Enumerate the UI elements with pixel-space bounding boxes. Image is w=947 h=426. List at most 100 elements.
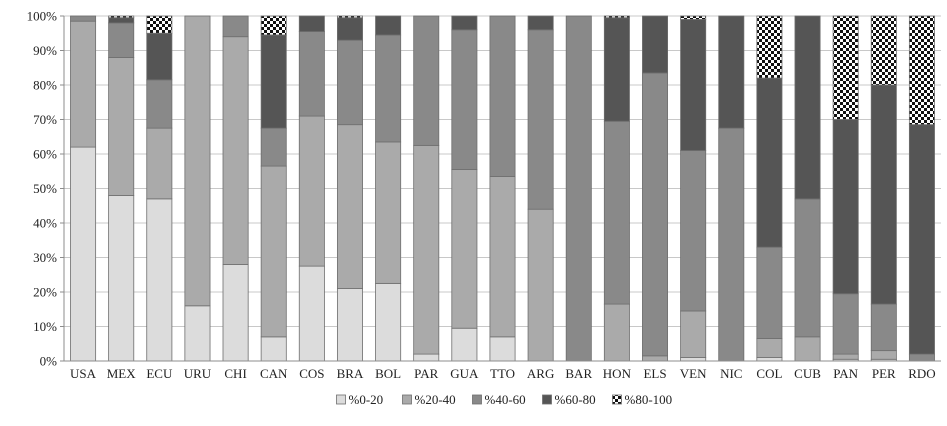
y-tick-label: 10% [33,319,57,334]
legend-label: %60-80 [555,392,596,407]
y-axis-tick-labels: 0% 10% 20% 30% 40% 50% 60% 70% 80% 90% 100% [27,9,58,369]
bar-segment [146,15,173,34]
bar-segment [260,165,287,338]
bar-segment [718,15,745,129]
axis-lines [60,15,941,362]
bar-segment [680,15,707,20]
bar-segment [260,336,287,362]
legend-label: %0-20 [349,392,384,407]
bar-segment [146,198,173,362]
bar-segment [413,15,440,146]
bar-segment [680,310,707,358]
bar-segment [908,353,935,362]
bar-segment [642,355,669,362]
x-category-label: ECU [146,366,173,381]
bar-segment [70,20,97,148]
bar-segment [908,15,935,126]
x-axis-category-labels: USA MEX ECU URU CHI CAN COS BRA BOL PAR GUA TTO ARG B… [70,366,936,381]
y-tick-label: 90% [33,43,57,58]
bar-segment [146,32,173,81]
bar-segment [489,15,516,177]
bar-segment [108,194,135,362]
bar-segment [565,15,592,362]
bar-segment [756,338,783,358]
bar-segment [451,169,478,329]
bar-segment [908,124,935,355]
y-tick-label: 50% [33,181,57,196]
bar-segment [451,29,478,170]
bar-segment [832,353,859,360]
y-tick-label: 20% [33,285,57,300]
bar-segment [375,34,402,143]
bar-segment [184,15,211,307]
bar-segment [336,17,363,41]
bar-segment [298,15,325,32]
bar-segment [336,39,363,126]
legend-label: %40-60 [485,392,526,407]
bar-segment [451,327,478,362]
bar-segment [108,57,135,196]
bar-segment [451,15,478,31]
y-tick-label: 40% [33,216,57,231]
bar-segments [70,15,935,362]
bar-segment [603,120,630,305]
x-category-label: CHI [224,366,246,381]
x-category-label: ELS [643,366,666,381]
bar-segment [832,15,859,120]
bar-segment [375,282,402,362]
y-tick-label: 100% [27,9,58,24]
x-category-label: HON [603,366,632,381]
bar-segment [375,141,402,284]
x-category-label: ARG [527,366,554,381]
legend-label: %20-40 [415,392,456,407]
bar-segment [832,293,859,355]
bar-segment [146,127,173,200]
bar-segment [222,15,249,38]
bar-segment [222,36,249,265]
x-category-label: URU [184,366,212,381]
bar-segment [336,124,363,289]
bar-segment [108,17,135,24]
x-category-label: USA [70,366,97,381]
y-tick-label: 30% [33,250,57,265]
bar-segment [108,15,135,19]
bar-segment [413,144,440,355]
bar-segment [603,17,630,122]
bar-segment [298,265,325,362]
x-category-label: PER [872,366,896,381]
legend-swatch [402,394,412,405]
bar-segment [642,72,669,357]
bar-segment [260,15,287,36]
bar-segment [642,15,669,74]
bar-segment [298,31,325,117]
bar-segment [489,336,516,362]
bar-segment [794,198,821,338]
bar-segment [756,246,783,339]
bar-segment [794,15,821,200]
bar-segment [108,22,135,58]
bar-segment [222,263,249,362]
bar-segment [489,176,516,338]
legend-swatch [542,394,552,405]
bar-segment [413,353,440,362]
bar-segment [375,15,402,36]
bar-segment [603,15,630,19]
x-category-label: PAR [414,366,438,381]
x-category-label: CAN [260,366,288,381]
bar-segment [336,15,363,19]
y-tick-label: 0% [40,354,58,369]
bar-segment [756,77,783,248]
bar-segment [527,29,554,210]
legend-swatch [612,394,622,405]
bar-segment [756,357,783,362]
bar-segment [146,79,173,129]
x-category-label: TTO [490,366,515,381]
x-category-label: NIC [720,366,742,381]
x-category-label: BRA [337,366,364,381]
x-category-label: BAR [565,366,592,381]
legend: %0-20 %20-40 %40-60 %60-80 %80-100 [336,392,672,407]
x-category-label: MEX [107,366,137,381]
bar-segment [680,357,707,362]
